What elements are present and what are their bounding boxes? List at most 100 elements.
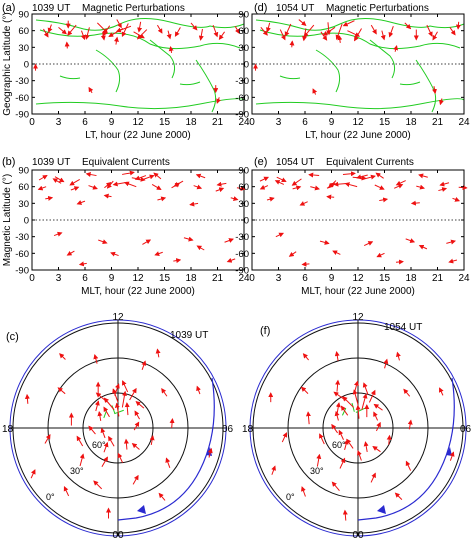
panel-e-vector-16	[374, 184, 385, 190]
panel-e-vector-14	[362, 174, 376, 180]
panel-c-vector-20	[123, 438, 129, 450]
panel-d-vector-27	[432, 86, 437, 95]
panel-c-vector-44	[30, 469, 36, 479]
panel-c-vector-31	[169, 418, 175, 429]
panel-a-vector-18	[166, 30, 172, 40]
panel-f-vector-17	[338, 429, 344, 440]
panel-b-vector-33	[98, 239, 108, 245]
panel-d-xlabel: LT, hour (22 June 2000)	[305, 130, 410, 141]
panel-d-vector-20	[432, 31, 438, 41]
panel-e-x-tick-label-6: 6	[302, 273, 308, 284]
panel-d-vector-16	[388, 26, 394, 38]
panel-b-x-tick-label-24: 24	[238, 273, 250, 284]
panel-b-vector-26	[76, 200, 86, 205]
panel-a-vector-9	[102, 25, 111, 37]
panel-b-y-tick-label-30: 30	[18, 199, 29, 210]
panel-d-x-tick-label-9: 9	[329, 117, 335, 128]
panel-a-ylabel: Geographic Latitude (°)	[2, 12, 13, 116]
panel-b-vector-16	[151, 184, 162, 190]
panel-a-time: 1039 UT	[32, 3, 70, 14]
panel-e-vector-17	[375, 172, 384, 179]
panel-c-vector-25	[76, 435, 84, 447]
panel-b-vector-20	[193, 184, 203, 190]
panel-f-vector-4	[333, 391, 346, 401]
panel-f-vector-39	[394, 492, 403, 500]
panel-c-vector-40	[207, 447, 213, 458]
panel-f-vector-25	[319, 433, 325, 445]
panel-a-x-ticks: 0 3 6 9 12 15 18 21 24	[29, 14, 250, 128]
panel-a-vector-4	[67, 24, 77, 36]
panel-f-vector-38	[342, 509, 348, 521]
panel-a-xlabel: LT, hour (22 June 2000)	[85, 130, 190, 141]
panel-f-vector-23	[357, 450, 362, 461]
panel-d-y-tick-label--60: -60	[235, 93, 249, 104]
panel-e-x-tick-label-0: 0	[249, 273, 255, 284]
panel-d-vector-13	[354, 28, 362, 42]
panel-a-vector-21	[198, 28, 204, 41]
panel-b-y-tick-label--60: -60	[15, 249, 29, 260]
panel-f-vector-7	[355, 404, 361, 419]
panel-e-vector-5	[291, 178, 302, 186]
panel-c-vector-19	[108, 435, 115, 447]
panel-d-x-tick-label-21: 21	[432, 117, 444, 128]
panel-b-x-tick-label-18: 18	[185, 273, 197, 284]
panel-d-x-tick-label-6: 6	[302, 117, 308, 128]
panel-e-vector-15	[356, 174, 368, 180]
panel-e-vector-29	[410, 200, 420, 206]
panel-a-tag: (a)	[2, 2, 15, 14]
panel-a-vector-26	[113, 36, 119, 45]
panel-b-y-tick-label-60: 60	[18, 182, 29, 193]
panel-f-vector-8	[353, 380, 359, 394]
panel-b-vector-17	[153, 172, 162, 180]
panel-e-vector-42	[301, 261, 310, 267]
panel-e-vector-26	[299, 201, 308, 206]
panel-c-vector-28	[93, 480, 103, 490]
panel-a-coastlines	[35, 18, 245, 113]
panel-e-x-tick-label-12: 12	[352, 273, 364, 284]
panel-d-y-ticks: -90 -60 -30 0 30 60 90	[235, 10, 464, 121]
panel-c-vector-41	[196, 385, 201, 395]
panel-a-y-tick-label-30: 30	[18, 43, 29, 54]
panel-a-x-tick-label-21: 21	[212, 117, 224, 128]
panel-b-x-tick-label-21: 21	[212, 273, 224, 284]
panel-a-y-tick-label-0: 0	[24, 60, 29, 71]
panel-b-vector-1	[37, 185, 47, 191]
panel-c-vector-29	[132, 474, 139, 485]
panel-d-vector-25	[393, 45, 399, 52]
panel-e-vector-22	[438, 187, 448, 192]
panel-e-vector-7	[308, 172, 320, 178]
panel-b-vector-40	[226, 257, 236, 263]
panel-f-vector-41	[438, 387, 444, 396]
panel-f-vector-32	[403, 388, 411, 397]
panel-e-vector-13	[344, 182, 358, 188]
panel-d: 0 3 6 9 12 15 18 21 24 -90 -60 -30 0 30 60 90 (d) 1054…	[235, 2, 470, 141]
panel-e-x-tick-label-18: 18	[405, 273, 417, 284]
panel-e-y-tick-label-0: 0	[244, 216, 249, 227]
panel-f-vector-28	[331, 481, 340, 491]
panel-c-vector-12	[94, 400, 100, 412]
panel-b-vectors	[37, 170, 246, 267]
panel-e-vectors	[259, 171, 468, 267]
panel-c-vector-39	[158, 492, 166, 501]
panel-f-vector-22	[386, 434, 392, 445]
panel-c-vector-34	[93, 353, 99, 364]
panel-a-vectors	[33, 19, 240, 104]
panel-d-x-tick-label-0: 0	[249, 117, 255, 128]
panel-d-vector-15	[380, 30, 386, 41]
panel-f: (f) 1054 UT 12 00 18 06 60° 30° 0°	[242, 312, 472, 540]
panel-a-x-tick-label-9: 9	[109, 117, 115, 128]
panel-f-vector-36	[281, 432, 288, 443]
panel-c-label-12: 12	[112, 312, 124, 323]
panel-d-tag: (d)	[254, 2, 267, 14]
panel-a-vector-17	[157, 24, 163, 34]
panel-b-vector-39	[224, 238, 234, 243]
panel-c-label-18: 18	[2, 424, 14, 435]
panel-f-vector-15	[375, 421, 381, 432]
panel-f-vector-43	[302, 353, 310, 361]
panel-e-tag: (e)	[254, 156, 267, 168]
panel-d-x-ticks: 0 3 6 9 12 15 18 21 24	[249, 14, 470, 128]
panel-e-y-tick-label-60: 60	[238, 182, 249, 193]
panel-d-time: 1054 UT	[276, 3, 314, 14]
panel-f-label-0: 0°	[286, 492, 295, 502]
panel-d-vector-9	[322, 26, 336, 36]
